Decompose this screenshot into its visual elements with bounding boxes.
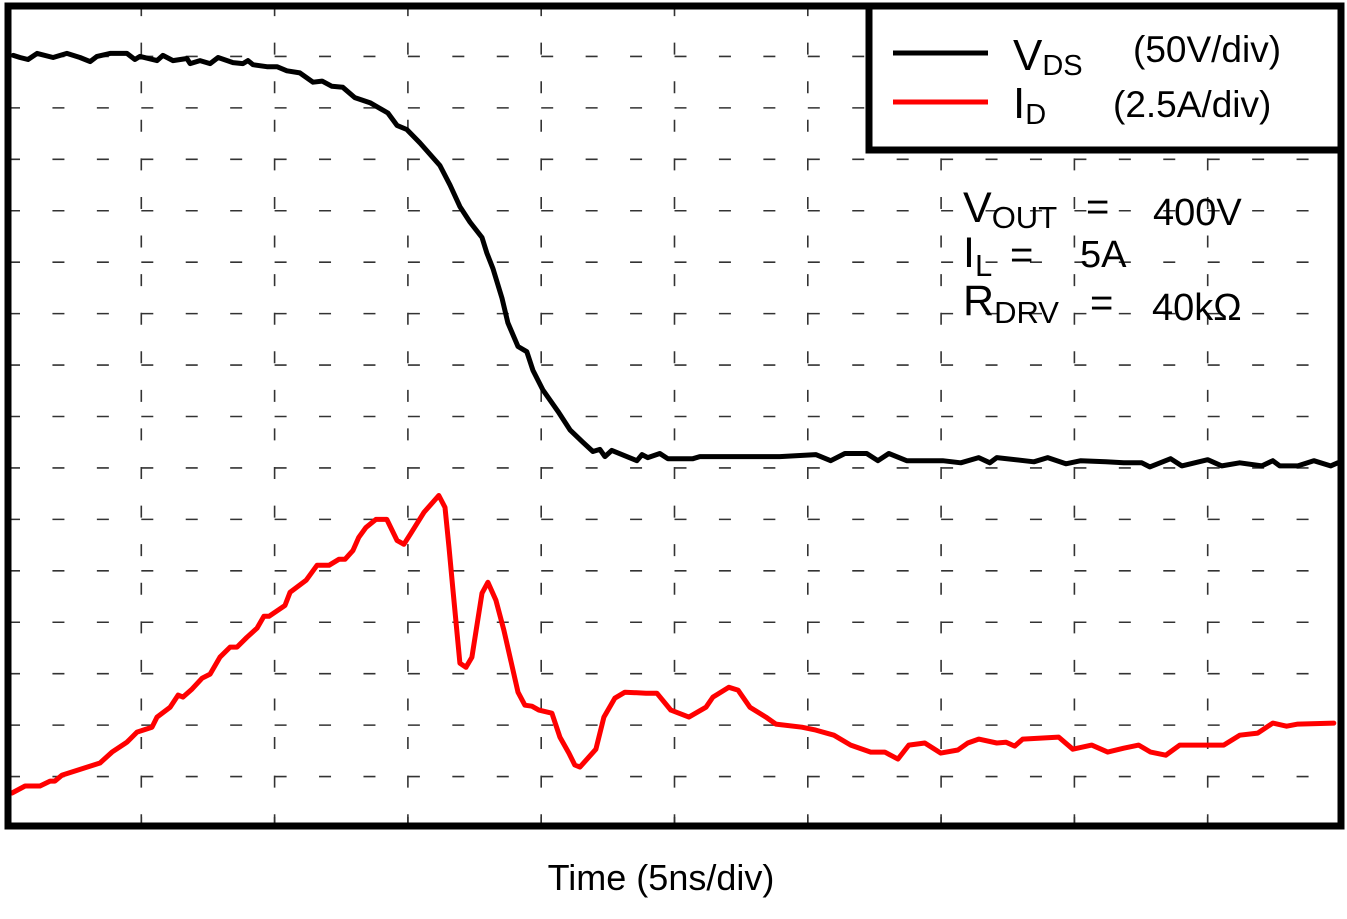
annotation-vout-value: 400V bbox=[1153, 192, 1242, 234]
annotation-il-equals: = bbox=[1010, 233, 1033, 277]
annotation-rdrv-equals: = bbox=[1090, 281, 1113, 325]
annotation-il-label: IL bbox=[963, 229, 992, 283]
annotation-vout-equals: = bbox=[1086, 185, 1109, 229]
legend-scale-id: (2.5A/div) bbox=[1113, 84, 1271, 125]
legend-box bbox=[865, 2, 1345, 154]
annotation-rdrv-value: 40kΩ bbox=[1152, 287, 1242, 329]
conditions-annotation: VOUT = 400V IL = 5A RDRV = 40kΩ bbox=[963, 184, 1242, 330]
legend-scale-vds: (50V/div) bbox=[1133, 29, 1281, 70]
traces bbox=[9, 50, 1341, 796]
legend-label-vds: VDS bbox=[1013, 31, 1083, 82]
plot-frame bbox=[4, 2, 1345, 830]
trace-vds bbox=[10, 50, 1341, 470]
x-axis-label: Time (5ns/div) bbox=[548, 857, 775, 898]
annotation-vout-label: VOUT bbox=[963, 184, 1057, 235]
legend-label-id: ID bbox=[1013, 79, 1046, 131]
trace-id bbox=[9, 493, 1337, 796]
legend: VDS (50V/div) ID (2.5A/div) bbox=[865, 2, 1345, 154]
annotation-rdrv-label: RDRV bbox=[963, 277, 1059, 330]
annotation-il-value: 5A bbox=[1080, 234, 1127, 276]
